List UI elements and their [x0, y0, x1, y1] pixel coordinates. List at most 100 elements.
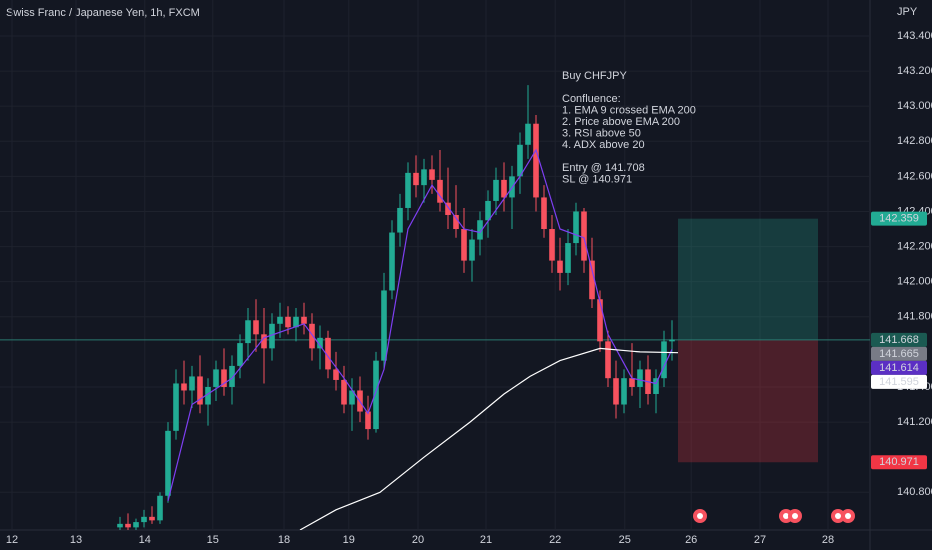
price-label-bg: [871, 346, 927, 361]
x-tick-label: 18: [278, 534, 290, 546]
price-label: 142.359: [879, 213, 919, 225]
y-tick-label: 142.200: [897, 240, 932, 252]
y-tick-label: 142.000: [897, 276, 932, 288]
candle-body: [221, 369, 227, 387]
x-tick-label: 14: [139, 534, 151, 546]
x-tick-label: 15: [207, 534, 219, 546]
candle-body: [653, 378, 659, 394]
candle-body: [373, 360, 379, 430]
candle-body: [365, 411, 371, 430]
candle-body: [165, 430, 171, 496]
event-icon: [792, 513, 798, 519]
x-tick-label: 13: [70, 534, 82, 546]
event-icon: [845, 513, 851, 519]
x-tick-label: 12: [6, 534, 18, 546]
candle-body: [237, 343, 243, 366]
candle-body: [549, 229, 555, 261]
candle-body: [341, 379, 347, 405]
candle-body: [157, 495, 163, 521]
candle-body: [405, 172, 411, 208]
x-tick-label: 19: [343, 534, 355, 546]
x-tick-label: 21: [480, 534, 492, 546]
candle-body: [245, 320, 251, 344]
y-tick-label: 140.800: [897, 486, 932, 498]
annotation-text: 1. EMA 9 crossed EMA 200: [562, 104, 696, 116]
candle-body: [181, 383, 187, 391]
candle-body: [565, 243, 571, 273]
candle-body: [381, 290, 387, 361]
candle-body: [469, 239, 475, 261]
event-icon: [783, 513, 789, 519]
price-label-bg: [871, 455, 927, 470]
y-axis-label: JPY: [897, 6, 918, 18]
candle-body: [453, 214, 459, 230]
candle-body: [421, 169, 427, 186]
candle-body: [445, 202, 451, 215]
candle-body: [333, 369, 339, 380]
chart-title: Swiss Franc / Japanese Yen, 1h, FXCM: [6, 7, 200, 19]
stop-zone: [678, 339, 818, 463]
x-tick-label: 28: [822, 534, 834, 546]
annotation-text: SL @ 140.971: [562, 173, 632, 185]
annotation-text: Entry @ 141.708: [562, 162, 645, 174]
candle-body: [637, 369, 643, 387]
candle-body: [301, 316, 307, 324]
price-label-bg: [871, 332, 927, 347]
price-label: 141.595: [879, 376, 919, 388]
candle-body: [349, 390, 355, 405]
annotation-text: 4. ADX above 20: [562, 139, 645, 151]
price-label: 140.971: [879, 456, 919, 468]
candle-body: [485, 200, 491, 221]
candle-body: [149, 516, 155, 521]
candle-body: [317, 337, 323, 349]
candle-body: [525, 123, 531, 145]
candle-body: [517, 144, 523, 177]
candle-body: [285, 316, 291, 328]
candle-body: [573, 211, 579, 244]
y-tick-label: 142.600: [897, 170, 932, 182]
candle-body: [213, 369, 219, 387]
y-tick-label: 143.000: [897, 100, 932, 112]
candle-body: [533, 123, 539, 198]
candle-body: [253, 320, 259, 335]
candle-body: [429, 169, 435, 180]
price-label: 141.665: [879, 348, 919, 360]
candle-body: [413, 172, 419, 186]
candle-body: [125, 523, 131, 528]
price-label-bg: [871, 374, 927, 389]
event-icon: [835, 513, 841, 519]
candle-body: [605, 341, 611, 379]
x-tick-label: 27: [754, 534, 766, 546]
candle-body: [293, 316, 299, 328]
candle-body: [229, 365, 235, 387]
candle-body: [581, 211, 587, 261]
candle-body: [661, 341, 667, 379]
annotation-text: 2. Price above EMA 200: [562, 116, 680, 128]
candle-body: [477, 220, 483, 240]
y-tick-label: 141.200: [897, 416, 932, 428]
ema-line: [299, 347, 679, 530]
candle-body: [669, 339, 675, 342]
target-zone: [678, 218, 818, 340]
candle-body: [117, 523, 123, 528]
candle-body: [621, 378, 627, 405]
price-label: 141.614: [879, 362, 919, 374]
event-icons: [693, 509, 855, 523]
y-tick-label: 143.400: [897, 30, 932, 42]
price-label: 141.668: [879, 334, 919, 346]
y-tick-label: 142.800: [897, 135, 932, 147]
candle-body: [389, 232, 395, 291]
plot-area: [0, 0, 870, 530]
annotation-text: 3. RSI above 50: [562, 127, 641, 139]
ema-line: [167, 148, 673, 502]
candle-body: [261, 334, 267, 349]
candle-body: [277, 316, 283, 324]
event-icon: [697, 513, 703, 519]
candle-body: [189, 376, 195, 391]
candle-body: [141, 516, 147, 523]
y-tick-label: 143.200: [897, 65, 932, 77]
candle-body: [309, 323, 315, 349]
price-label-bg: [871, 211, 927, 226]
annotation-text: Buy CHFJPY: [562, 70, 627, 82]
